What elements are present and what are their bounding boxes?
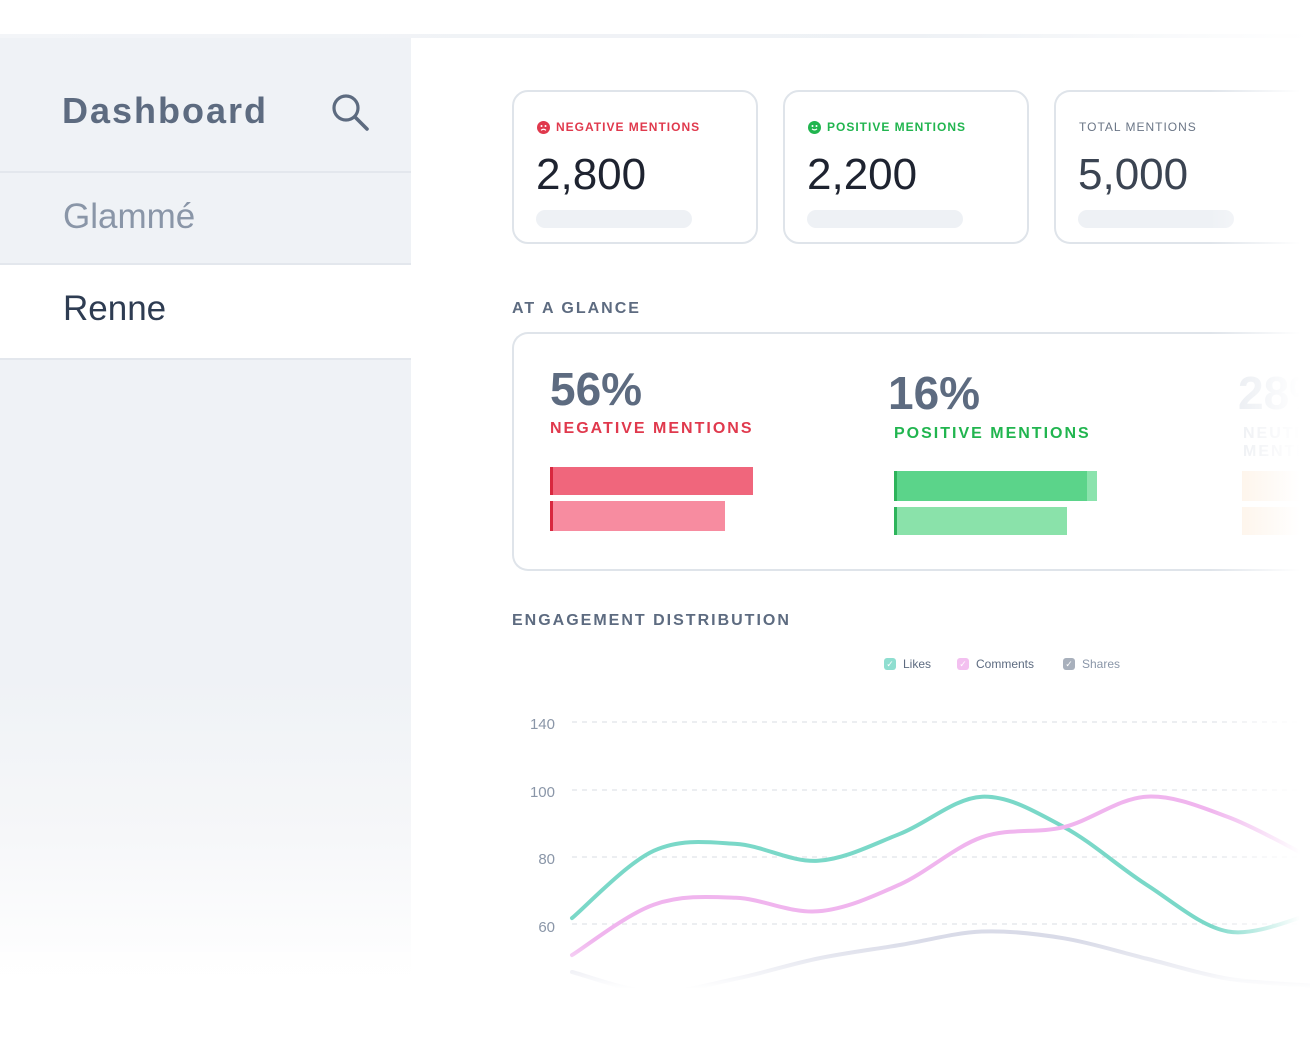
series-line-comments — [570, 794, 1310, 958]
legend-item-comments[interactable]: ✓ Comments — [957, 657, 1034, 671]
y-tick-label: 100 — [529, 784, 555, 801]
card-value: 2,200 — [807, 150, 918, 199]
sidebar-title: Dashboard — [62, 90, 269, 131]
chart-series — [570, 794, 1310, 995]
card-title-text: POSITIVE MENTIONS — [827, 120, 967, 134]
section-title-engagement: ENGAGEMENT DISTRIBUTION — [512, 612, 791, 629]
check-icon: ✓ — [957, 658, 969, 670]
card-title-text: NEGATIVE MENTIONS — [556, 120, 701, 134]
sad-face-icon — [537, 120, 550, 134]
negative-mentions-card: NEGATIVE MENTIONS 2,800 — [512, 90, 758, 244]
y-tick-label: 80 — [538, 851, 555, 868]
legend-label: Comments — [976, 657, 1035, 671]
card-title: POSITIVE MENTIONS — [808, 120, 966, 134]
negative-percentage: 56% — [550, 363, 643, 415]
check-icon: ✓ — [1063, 658, 1075, 670]
series-line-shares — [570, 929, 1310, 995]
sidebar-item-renne[interactable]: Renne — [0, 265, 411, 360]
card-value: 5,000 — [1078, 150, 1189, 199]
positive-percentage: 16% — [888, 367, 981, 419]
negative-bar-primary — [550, 467, 753, 495]
section-title-at-a-glance: AT A GLANCE — [512, 300, 641, 317]
card-title: NEGATIVE MENTIONS — [537, 120, 700, 134]
card-title: TOTAL MENTIONS — [1079, 120, 1197, 134]
card-placeholder-bar — [807, 210, 963, 228]
sidebar-header: Dashboard — [0, 38, 411, 173]
positive-bar-primary — [894, 471, 1097, 501]
card-placeholder-bar — [536, 210, 692, 228]
sidebar-item-label: Glammé — [63, 197, 196, 236]
legend-label: Shares — [1082, 657, 1121, 671]
negative-label: NEGATIVE MENTIONS — [550, 420, 754, 437]
series-line-likes — [570, 794, 1310, 935]
sidebar-item-label: Renne — [63, 289, 167, 328]
y-tick-label: 60 — [538, 919, 555, 936]
happy-face-icon — [808, 120, 821, 134]
card-title-text: TOTAL MENTIONS — [1079, 120, 1197, 134]
positive-mentions-card: POSITIVE MENTIONS 2,200 — [783, 90, 1029, 244]
top-divider — [0, 34, 1310, 38]
search-icon[interactable] — [330, 92, 370, 132]
sidebar: Dashboard Glammé Renne — [0, 38, 411, 984]
legend-label: Likes — [903, 657, 932, 671]
positive-label: POSITIVE MENTIONS — [894, 425, 1091, 442]
sidebar-item-glamme[interactable]: Glammé — [0, 173, 411, 265]
check-icon: ✓ — [884, 658, 896, 670]
y-tick-label: 140 — [529, 716, 555, 733]
legend-item-shares[interactable]: ✓ Shares — [1063, 657, 1120, 671]
positive-bar-secondary — [894, 507, 1067, 535]
negative-bar-secondary — [550, 501, 725, 531]
card-placeholder-bar — [1078, 210, 1234, 228]
card-value: 2,800 — [536, 150, 647, 199]
legend-item-likes[interactable]: ✓ Likes — [884, 657, 931, 671]
